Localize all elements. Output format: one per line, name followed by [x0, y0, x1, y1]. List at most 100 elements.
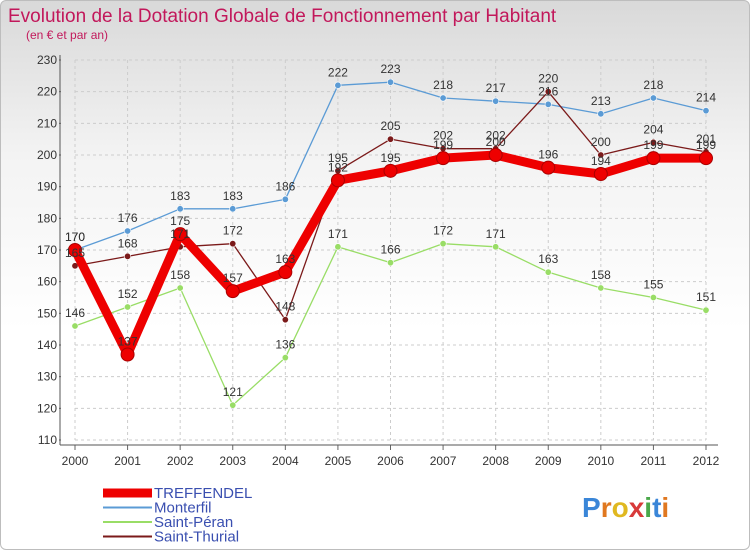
y-tick-label: 130 [37, 370, 57, 384]
logo-text: Proxiti [582, 492, 669, 523]
data-label: 171 [328, 227, 348, 241]
data-label: 171 [486, 227, 506, 241]
data-label: 204 [643, 122, 663, 136]
data-label: 186 [275, 179, 295, 193]
data-label: 176 [118, 211, 138, 225]
legend-label: Saint-Thurial [154, 529, 239, 546]
data-label: 199 [643, 138, 663, 152]
y-tick-label: 110 [38, 433, 57, 447]
data-point [386, 135, 394, 143]
data-point [597, 151, 605, 159]
legend-label: Monterfil [154, 500, 212, 517]
legend-label: Saint-Péran [154, 514, 233, 531]
data-point [124, 252, 132, 260]
data-point [124, 303, 132, 311]
y-tick-label: 230 [37, 53, 57, 67]
data-point [597, 284, 605, 292]
data-label: 171 [170, 227, 190, 241]
x-tick-label: 2012 [693, 454, 720, 468]
x-tick-label: 2005 [325, 454, 352, 468]
y-tick-label: 220 [37, 85, 57, 99]
series-layer [68, 78, 713, 409]
data-label: 205 [380, 119, 400, 133]
data-point [439, 94, 447, 102]
data-point [702, 107, 710, 115]
data-point [544, 100, 552, 108]
data-point [544, 88, 552, 96]
data-point [229, 401, 237, 409]
x-tick-label: 2001 [114, 454, 141, 468]
data-point [334, 243, 342, 251]
data-point [492, 243, 500, 251]
legend-label: TREFFENDEL [154, 485, 252, 502]
data-label: 121 [223, 385, 243, 399]
data-label: 220 [538, 72, 558, 86]
data-point [278, 265, 293, 280]
data-label: 148 [275, 300, 295, 314]
data-point [436, 151, 451, 166]
data-point [330, 173, 345, 188]
data-point [593, 167, 608, 181]
data-label: 146 [65, 306, 85, 320]
x-tick-label: 2009 [535, 454, 562, 468]
x-tick-label: 2004 [272, 454, 299, 468]
x-tick-label: 2002 [167, 454, 194, 468]
data-label: 168 [118, 236, 138, 250]
data-label: 163 [538, 252, 558, 266]
data-point [120, 347, 135, 362]
y-tick-label: 140 [37, 338, 57, 352]
y-tick-label: 210 [37, 116, 57, 130]
data-point [649, 293, 657, 301]
data-label: 170 [65, 230, 85, 244]
x-tick-label: 2007 [430, 454, 457, 468]
data-label: 166 [380, 243, 400, 257]
data-label: 155 [643, 278, 663, 292]
y-tick-label: 160 [37, 275, 57, 289]
y-tick-label: 120 [37, 401, 57, 415]
data-point [492, 97, 500, 105]
axes: 110 120 130 140 150 160 170 180 190 200 210 220 230 2… [37, 53, 720, 468]
y-tick-label: 190 [37, 180, 57, 194]
data-point [173, 227, 188, 242]
data-label: 137 [118, 335, 138, 349]
x-tick-label: 2010 [587, 454, 614, 468]
data-label: 202 [433, 129, 453, 143]
data-point [383, 163, 398, 178]
legend: TREFFENDELMonterfilSaint-PéranSaint-Thur… [103, 485, 252, 546]
data-point [488, 148, 503, 162]
proxiti-logo: Proxiti [582, 492, 669, 523]
data-label: 196 [538, 148, 558, 162]
data-label: 213 [591, 94, 611, 108]
data-point [386, 78, 394, 86]
x-tick-label: 2003 [219, 454, 246, 468]
data-label: 222 [328, 65, 348, 79]
data-label: 172 [433, 224, 453, 238]
y-tick-label: 170 [37, 243, 57, 257]
data-point [649, 138, 657, 146]
data-point [646, 151, 661, 166]
data-label: 199 [433, 138, 453, 152]
logo-letter: t [652, 492, 661, 523]
logo-letter: x [629, 492, 645, 523]
data-label: 214 [696, 91, 716, 105]
data-point [71, 322, 79, 330]
data-point [176, 205, 184, 213]
data-label: 195 [328, 151, 348, 165]
logo-letter: P [582, 492, 601, 523]
data-point [229, 240, 237, 248]
data-point [176, 284, 184, 292]
x-tick-label: 2006 [377, 454, 404, 468]
data-point [281, 316, 289, 324]
data-label: 158 [591, 268, 611, 282]
logo-letter: o [612, 492, 629, 523]
data-point [281, 354, 289, 362]
data-label: 199 [696, 138, 716, 152]
x-tick-label: 2008 [482, 454, 509, 468]
y-tick-label: 180 [37, 211, 57, 225]
data-label: 216 [538, 84, 558, 98]
data-label: 202 [486, 129, 506, 143]
data-point [544, 268, 552, 276]
chart-subtitle: (en € et par an) [26, 28, 108, 42]
data-label: 152 [118, 287, 138, 301]
